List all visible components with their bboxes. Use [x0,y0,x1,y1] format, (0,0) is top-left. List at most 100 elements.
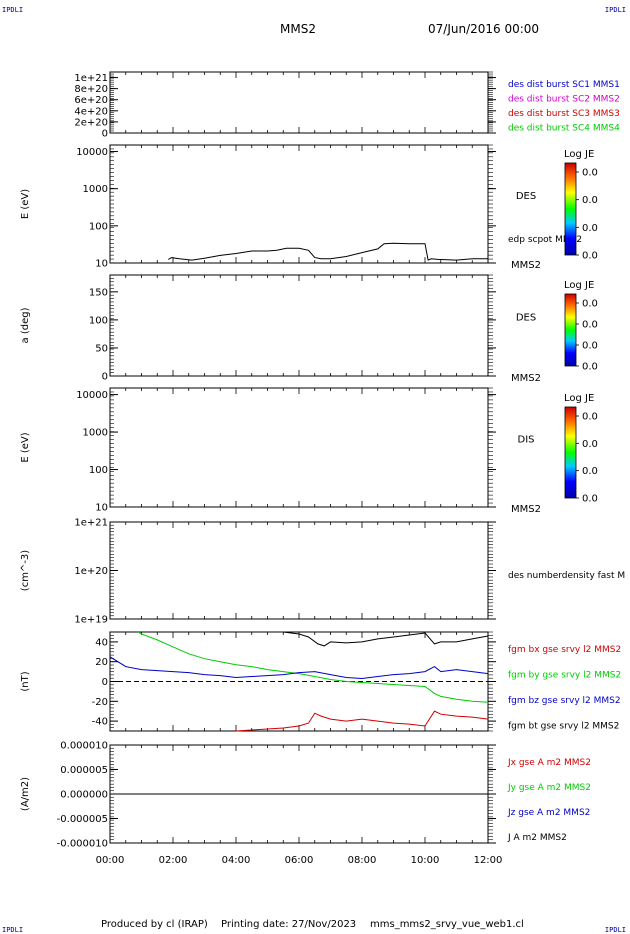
panel-frame [109,71,489,134]
y-tick-label: 1000 [83,428,108,439]
instrument-label: DES [516,191,536,202]
footer-printing-date: Printing date: 27/Nov/2023 [221,919,357,930]
colorbar-tick-label: 0.0 [582,299,598,310]
y-tick-label: -0.000005 [57,814,108,825]
y-tick-label: 0.000000 [60,790,108,801]
y-tick-label: 6e+20 [74,95,108,106]
x-tick-label: 02:00 [159,855,188,866]
colorbar-tick-label: 0.0 [582,195,598,206]
colorbar-tick-label: 0.0 [582,412,598,423]
colorbar-tick-label: 0.0 [582,223,598,234]
legend-entry: des dist burst SC4 MMS4 [508,124,620,134]
colorbar [564,162,577,256]
corner-label-bottom-right: IPDLI [604,926,626,934]
line-label: edp scpot MMS2 [508,235,582,245]
y-tick-label: 0 [102,677,108,688]
series-line-fgm-bt-gse-srvy-l2-MMS2 [283,631,489,647]
y-tick-label: 1000 [83,184,108,195]
y-tick-label: 0.000010 [60,741,108,752]
legend-entry: des dist burst SC1 MMS1 [508,80,620,90]
series-line-fgm-by-gse-srvy-l2-MMS2 [138,631,489,703]
spacecraft-label: MMS2 [511,260,541,271]
panel-pitch: 150 100 50 0 a (deg) DES MMS2 Log JE 0.0 0.0 0.0 0.… [20,274,598,384]
x-tick-label: 10:00 [411,855,440,866]
y-tick-label: 2e+20 [74,117,108,128]
series-line-fgm-bz-gse-srvy-l2-MMS2 [109,656,489,680]
colorbar-title: Log JE [564,280,594,291]
footer-produced-by: Produced by cl (IRAP) [101,919,208,930]
y-tick-label: 1e+21 [74,518,108,529]
y-tick-label: 1e+21 [74,73,108,84]
instrument-label: DES [516,313,536,324]
panel-frame [109,521,489,620]
y-tick-label: 0.000005 [60,765,108,776]
legend-entry: des numberdensity fast M [508,571,625,581]
spacecraft-title: MMS2 [280,22,316,36]
y-tick-label: 1e+19 [74,615,108,626]
colorbar-tick-label: 0.0 [582,494,598,505]
legend-entry: Jz gse A m2 MMS2 [507,808,590,818]
corner-label-top-left: IPDLI [2,6,24,14]
legend-entry: fgm bt gse srvy l2 MMS2 [508,722,619,732]
instrument-label: DIS [518,435,535,446]
y-tick-label: 0 [102,372,108,383]
legend-entry: fgm bx gse srvy l2 MMS2 [508,645,621,655]
y-axis-label: a (deg) [20,307,31,343]
x-tick-label: 12:00 [474,855,503,866]
y-tick-label: 10 [95,259,108,270]
colorbar [564,406,577,499]
colorbar-tick-label: 0.0 [582,466,598,477]
x-tick-label: 08:00 [348,855,377,866]
legend-entry: fgm by gse srvy l2 MMS2 [508,671,621,681]
footer-script-name: mms_mms2_srvy_vue_web1.cl [370,919,524,930]
colorbar-tick-label: 0.0 [582,439,598,450]
colorbar-tick-label: 0.0 [582,362,598,373]
x-tick-label: 06:00 [285,855,314,866]
y-axis-label: (nT) [20,671,31,691]
y-tick-label: -0.000010 [57,839,108,850]
colorbar-title: Log JE [564,149,594,160]
spacecraft-label: MMS2 [511,373,541,384]
legend-entry: Jx gse A m2 MMS2 [507,758,591,768]
panel-frame [109,144,489,264]
colorbar-tick-label: 0.0 [582,251,598,262]
colorbar-tick-label: 0.0 [582,320,598,331]
corner-label-bottom-left: IPDLI [2,926,24,934]
y-tick-label: 10000 [76,390,108,401]
legend-entry: fgm bz gse srvy l2 MMS2 [508,696,621,706]
y-tick-label: 10000 [76,147,108,158]
y-tick-label: 20 [95,657,108,668]
x-tick-label: 04:00 [222,855,251,866]
x-tick-label: 00:00 [96,855,125,866]
colorbar-tick-label: 0.0 [582,168,598,179]
y-tick-label: 100 [89,221,108,232]
series-line-fgm-bx-gse-srvy-l2-MMS2 [235,710,489,732]
panel-frame [109,274,489,377]
panel-frame [109,387,489,508]
legend-entry: des dist burst SC3 MMS3 [508,109,620,119]
legend-entry: Jy gse A m2 MMS2 [507,783,591,793]
colorbar [564,293,577,367]
y-axis-label: (A/m2) [20,777,31,811]
y-axis-label: E (eV) [20,432,31,462]
y-tick-label: 4e+20 [74,106,108,117]
datetime-title: 07/Jun/2016 00:00 [428,22,540,36]
y-tick-label: -20 [92,697,108,708]
corner-label-top-right: IPDLI [604,6,626,14]
panel-dis_energy: 10000 1000 100 10 E (eV) DIS MMS2 Log JE 0.0 0.0 0… [20,387,598,515]
y-tick-label: 100 [89,315,108,326]
colorbar-title: Log JE [564,393,594,404]
y-axis-label: E (eV) [20,189,31,219]
y-tick-label: -40 [92,717,108,728]
panel-des_energy: 10000 1000 100 10 E (eV) DES MMS2 edp scpot MMS… [20,144,598,271]
y-tick-label: 10 [95,503,108,514]
colorbar-tick-label: 0.0 [582,341,598,352]
spacecraft-label: MMS2 [511,504,541,515]
y-tick-label: 150 [89,287,108,298]
panel-density: 1e+21 1e+20 1e+19 (cm^-3) des numberdensity … [20,518,625,626]
y-tick-label: 50 [95,343,108,354]
y-tick-label: 8e+20 [74,84,108,95]
panel-fgm: 40 20 0 -20 -40 (nT) fgm bx gse srvy l2 MMS2 fg… [20,631,621,732]
